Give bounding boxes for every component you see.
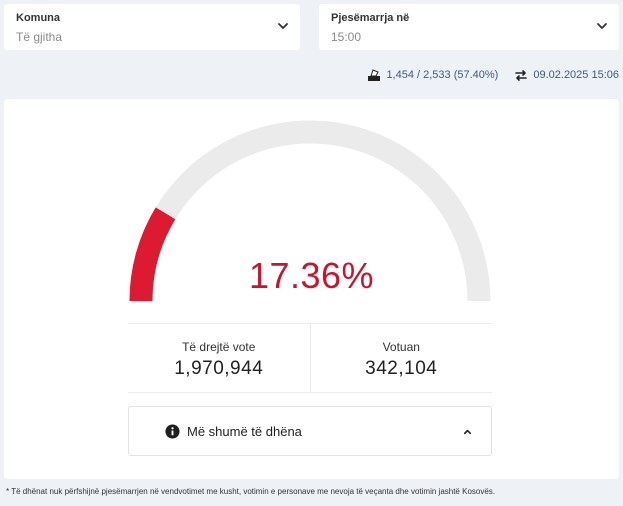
voted-count: Votuan 342,104 xyxy=(309,324,493,392)
chevron-down-icon xyxy=(278,23,288,29)
ballot-box-icon xyxy=(368,69,381,81)
komuna-label: Komuna xyxy=(16,12,60,24)
komuna-select[interactable]: Komuna Të gjitha xyxy=(4,4,300,50)
voted-value: 342,104 xyxy=(365,358,438,379)
pjesemarrja-value: 15:00 xyxy=(331,30,362,44)
updated-text: 09.02.2025 15:06 xyxy=(533,69,619,81)
stations-text: 1,454 / 2,533 (57.40%) xyxy=(386,69,499,81)
eligible-label: Të drejtë vote xyxy=(182,340,256,354)
voted-label: Votuan xyxy=(382,340,420,354)
info-circle-icon xyxy=(165,424,180,439)
pjesemarrja-select[interactable]: Pjesëmarrja në 15:00 xyxy=(319,4,619,50)
turnout-card: 17.36% Të drejtë vote 1,970,944 Votuan 3… xyxy=(4,99,619,479)
more-data-label: Më shumë të dhëna xyxy=(187,424,302,439)
eligible-value: 1,970,944 xyxy=(174,358,264,379)
chevron-down-icon xyxy=(597,23,607,29)
last-updated: 09.02.2025 15:06 xyxy=(514,68,619,82)
chevron-up-icon xyxy=(463,429,472,435)
stations-counter: 1,454 / 2,533 (57.40%) xyxy=(367,68,498,82)
stats-row: 1,454 / 2,533 (57.40%) 09.02.2025 15:06 xyxy=(367,68,619,82)
eligible-voters: Të drejtë vote 1,970,944 xyxy=(128,324,310,392)
sync-arrows-icon xyxy=(515,70,528,81)
footnote: * Të dhënat nuk përfshijnë pjesëmarrjen … xyxy=(6,487,496,496)
more-data-toggle[interactable]: Më shumë të dhëna xyxy=(128,406,492,456)
gauge-fill xyxy=(129,207,176,302)
turnout-gauge xyxy=(129,120,491,302)
metrics-row: Të drejtë vote 1,970,944 Votuan 342,104 xyxy=(128,323,492,393)
turnout-percent: 17.36% xyxy=(248,255,375,296)
pjesemarrja-label: Pjesëmarrja në xyxy=(331,12,410,24)
komuna-value: Të gjitha xyxy=(16,30,63,44)
